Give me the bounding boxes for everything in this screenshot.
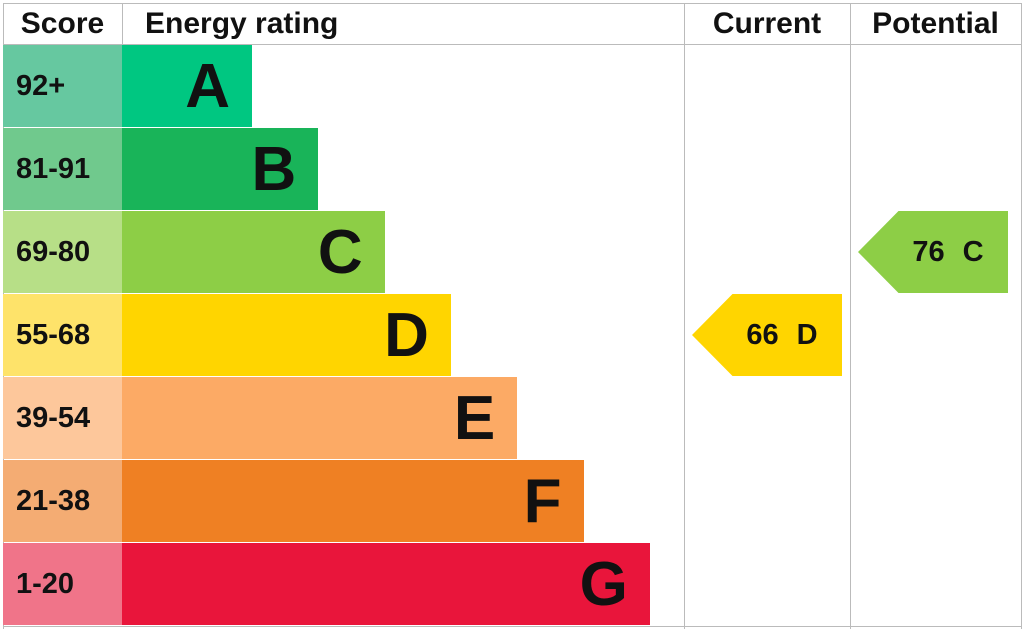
score-range-c: 69-80 — [3, 211, 122, 293]
rating-bar-d: D — [122, 294, 451, 376]
score-range-d: 55-68 — [3, 294, 122, 376]
header-current: Current — [712, 7, 822, 40]
potential-rating-arrow: 76 C — [858, 211, 1008, 293]
score-range-e: 39-54 — [3, 377, 122, 459]
right-border — [1021, 3, 1022, 629]
score-range-a: 92+ — [3, 45, 122, 127]
score-divider — [122, 3, 123, 45]
header-score: Score — [20, 7, 105, 40]
rating-bar-b: B — [122, 128, 319, 210]
header-potential: Potential — [872, 7, 999, 40]
rating-bar-f: F — [122, 460, 584, 542]
score-range-f: 21-38 — [3, 460, 122, 542]
bottom-border — [3, 626, 1021, 627]
score-range-b: 81-91 — [3, 128, 122, 210]
header-energy-rating: Energy rating — [145, 7, 339, 40]
header-divider — [3, 44, 1021, 45]
rating-bar-a: A — [122, 45, 252, 127]
rating-bar-e: E — [122, 377, 518, 459]
potential-divider — [850, 3, 851, 629]
rating-bar-g: G — [122, 543, 650, 625]
current-divider — [684, 3, 685, 629]
current-rating-arrow: 66 D — [692, 294, 842, 376]
rating-bar-c: C — [122, 211, 385, 293]
score-range-g: 1-20 — [3, 543, 122, 625]
top-border — [3, 3, 1021, 4]
